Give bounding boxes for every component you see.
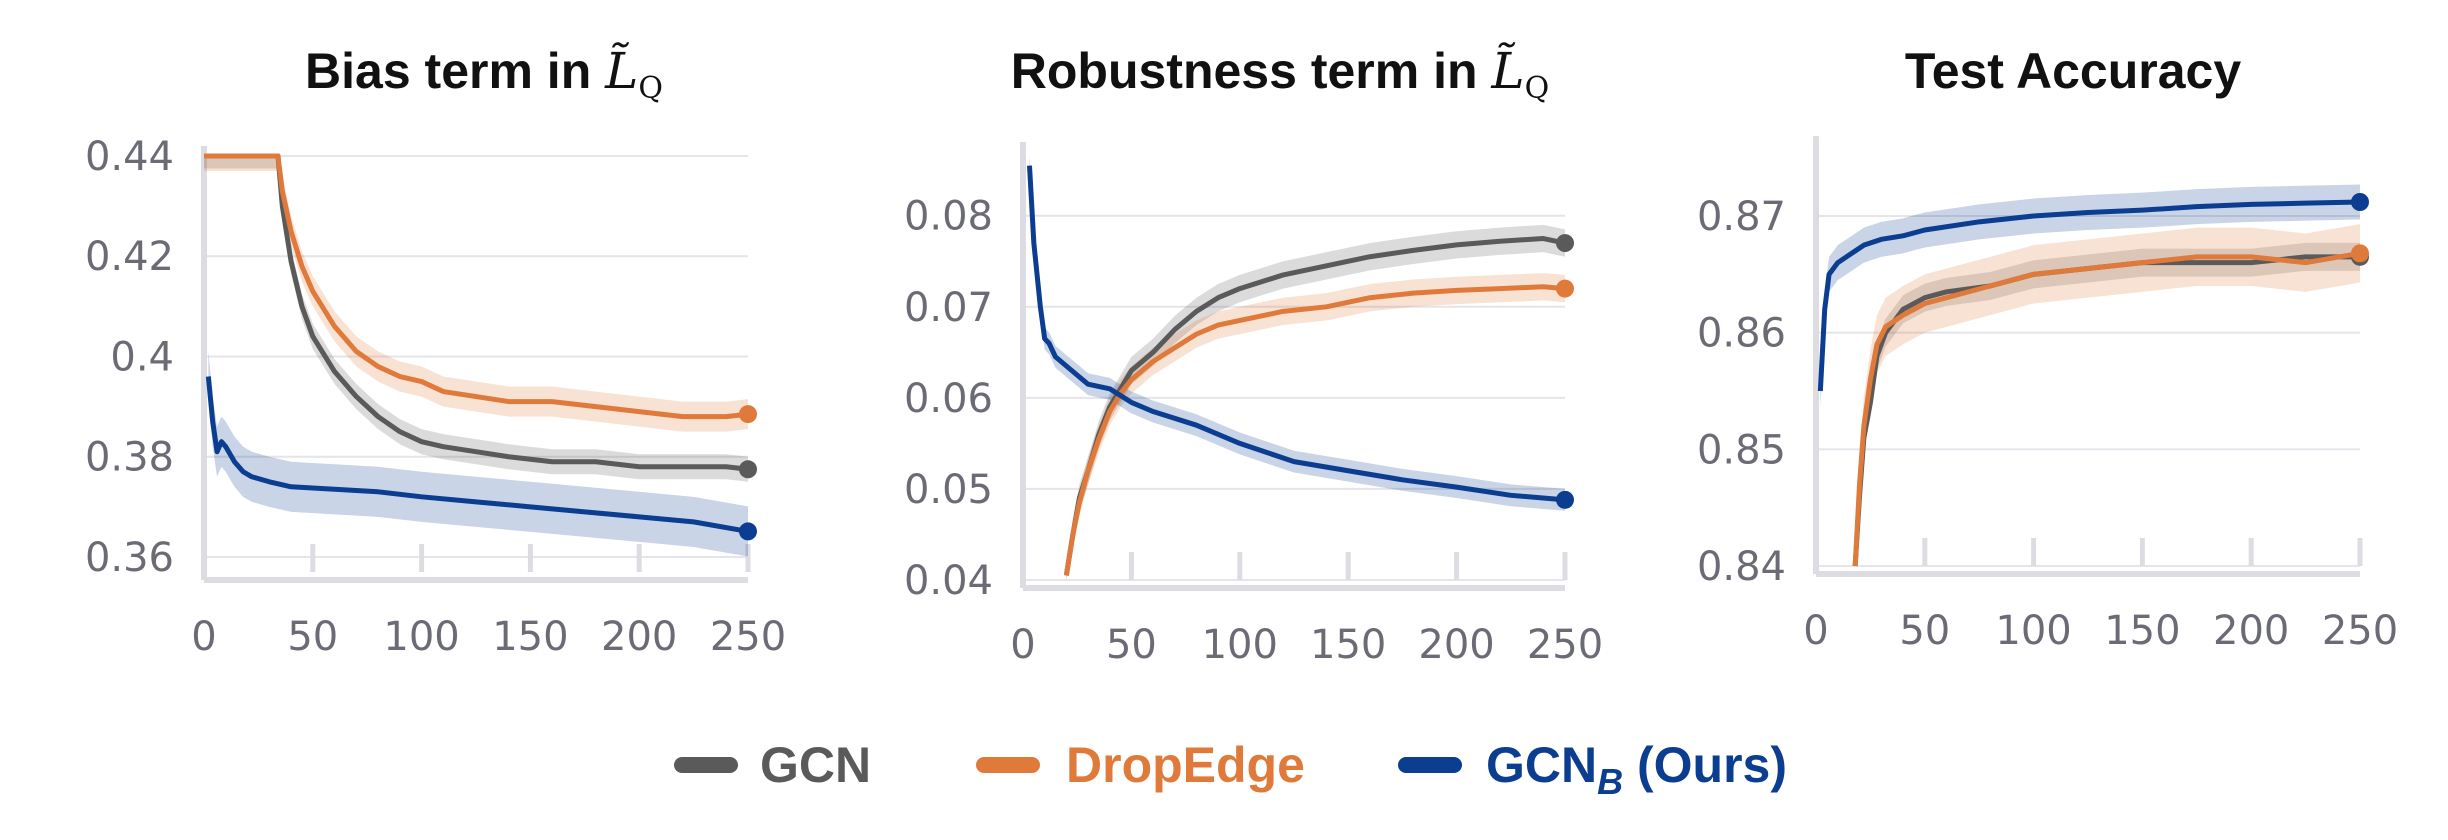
series-line-accuracy-2: [1817, 199, 2361, 392]
confidence-band-robustness-2: [1029, 154, 1565, 511]
series-line-bias-1: [204, 153, 749, 420]
xtick-label-accuracy: 50: [1899, 608, 1950, 654]
xtick-label-bias: 50: [287, 614, 338, 660]
series-end-marker-accuracy-1: [2351, 244, 2369, 263]
xtick-label-accuracy: 200: [2213, 608, 2289, 654]
series-end-marker-bias-1: [739, 405, 757, 424]
ytick-label-bias: 0.42: [85, 234, 174, 280]
ytick-label-robustness: 0.07: [904, 285, 993, 331]
series-end-marker-robustness-1: [1556, 279, 1574, 298]
series-line-accuracy-0: [1852, 254, 2360, 567]
legend-label-dropedge: DropEdge: [1066, 737, 1305, 793]
confidence-band-accuracy-1: [1855, 224, 2360, 566]
xtick-label-bias: 250: [710, 614, 786, 660]
series-end-marker-robustness-0: [1556, 234, 1574, 253]
ytick-label-bias: 0.44: [85, 134, 174, 180]
confidence-band-robustness-1: [1066, 273, 1565, 580]
series-line-accuracy-1: [1852, 250, 2361, 567]
ytick-label-robustness: 0.06: [904, 376, 993, 422]
chart-title-accuracy: Test Accuracy: [1905, 43, 2241, 99]
xtick-label-robustness: 200: [1418, 622, 1494, 668]
ytick-label-robustness: 0.04: [904, 558, 993, 604]
ytick-label-bias: 0.4: [110, 334, 174, 380]
series-line-bias-0: [204, 153, 749, 472]
ytick-label-accuracy: 0.87: [1697, 194, 1786, 240]
ytick-label-accuracy: 0.85: [1697, 427, 1786, 473]
xtick-label-accuracy: 250: [2322, 608, 2398, 654]
confidence-band-bias-2: [208, 351, 749, 557]
ytick-label-robustness: 0.05: [904, 467, 993, 513]
xtick-label-accuracy: 0: [1803, 608, 1828, 654]
xtick-label-robustness: 0: [1010, 622, 1035, 668]
xtick-label-robustness: 50: [1106, 622, 1157, 668]
xtick-label-bias: 200: [601, 614, 677, 660]
xtick-label-accuracy: 150: [2104, 608, 2180, 654]
legend-label-gcnb: GCNB (Ours): [1486, 737, 1787, 802]
legend: GCN DropEdge GCNB (Ours): [674, 737, 1787, 802]
ytick-label-bias: 0.38: [85, 435, 174, 481]
xtick-label-bias: 150: [492, 614, 568, 660]
chart-panel-accuracy: 0 50 100 150 200 250 0.84 0.85 0.86 0.87: [1697, 136, 2398, 654]
series-end-marker-bias-0: [739, 460, 757, 479]
confidence-band-accuracy-2: [1820, 184, 2360, 409]
series-line-robustness-1: [1063, 284, 1566, 576]
series-line-robustness-2: [1027, 165, 1566, 503]
legend-label-gcn: GCN: [760, 737, 871, 793]
chart-title-bias: Bias term in L̃Q: [305, 41, 663, 106]
series-end-marker-accuracy-2: [2351, 193, 2369, 211]
ytick-label-accuracy: 0.84: [1697, 544, 1786, 590]
ytick-label-bias: 0.36: [85, 535, 174, 581]
xtick-label-bias: 100: [383, 614, 459, 660]
xtick-label-robustness: 100: [1202, 622, 1278, 668]
series-line-bias-2: [205, 376, 749, 534]
ytick-label-robustness: 0.08: [904, 194, 993, 240]
chart-panel-robustness: 0 50 100 150 200 250 0.04 0.05 0.06 0.07 0.08: [904, 142, 1603, 668]
xtick-label-bias: 0: [191, 614, 216, 660]
xtick-label-robustness: 250: [1527, 622, 1603, 668]
chart-title-robustness: Robustness term in L̃Q: [1011, 41, 1549, 106]
series-end-marker-bias-2: [739, 522, 757, 541]
ytick-label-accuracy: 0.86: [1697, 311, 1786, 357]
chart-panel-bias: 0 50 100 150 200 250 0.36 0.38 0.4 0.42 0.44: [85, 134, 786, 660]
xtick-label-robustness: 150: [1310, 622, 1386, 668]
xtick-label-accuracy: 100: [1995, 608, 2071, 654]
series-end-marker-robustness-2: [1556, 490, 1574, 509]
